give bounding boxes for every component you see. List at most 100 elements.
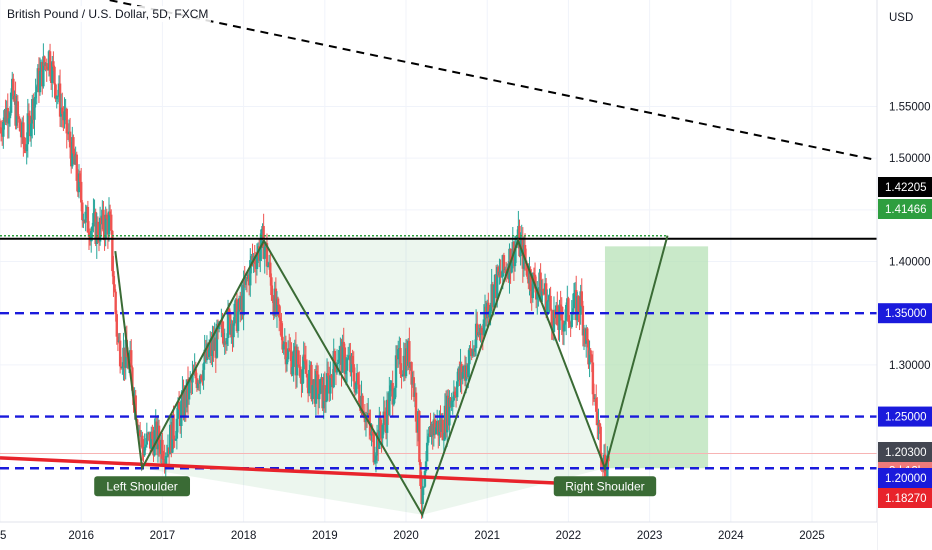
candle-body (43, 56, 46, 66)
price-badge-bg (878, 406, 932, 427)
candle-body (590, 354, 593, 363)
candle-body (401, 374, 404, 376)
candle-body (469, 348, 472, 351)
candle-body (556, 305, 559, 326)
candle-body (378, 417, 381, 449)
candle-body (111, 230, 114, 272)
candle-body (510, 263, 513, 273)
candle-body (45, 63, 48, 70)
candle-body (116, 336, 120, 342)
candle-body (77, 173, 81, 193)
candle-body (513, 248, 517, 267)
candle-body (121, 366, 124, 369)
candle-body (326, 373, 330, 376)
candle-body (75, 154, 78, 181)
candle-body (65, 108, 68, 134)
candle-body (130, 350, 133, 368)
candle-body (547, 300, 550, 302)
candle-body (310, 364, 313, 400)
candle-body (118, 340, 122, 367)
candle-body (496, 267, 499, 299)
candle-body (202, 363, 205, 381)
candle-body (151, 431, 154, 439)
candle-body (563, 320, 567, 325)
candle-body (25, 144, 28, 152)
candle-body (419, 462, 422, 487)
price-badge-bg (878, 468, 932, 488)
price-badge-text: 1.20300 (885, 447, 927, 459)
candle-body (276, 298, 280, 305)
candle-body (138, 429, 142, 436)
candle-body (29, 123, 33, 137)
candle-body (586, 328, 589, 341)
candle-body (570, 314, 573, 327)
time-axis-bg (0, 522, 877, 550)
candle-body (110, 214, 113, 231)
candle-body (177, 402, 181, 410)
candle-body (369, 424, 372, 436)
price-axis[interactable]: USD1.550001.500001.450001.400001.300001.… (876, 0, 932, 550)
candle-body (452, 391, 456, 401)
candle-body (115, 314, 118, 337)
price-badge-bg (878, 442, 932, 462)
candle-body (222, 332, 225, 345)
candle-body (325, 373, 329, 401)
candle-body (194, 368, 197, 379)
candle-body (356, 373, 360, 385)
candle-body (412, 377, 416, 397)
candle-body (78, 173, 82, 182)
candle-body (529, 269, 532, 292)
candle-body (165, 455, 169, 457)
candle-body (207, 349, 211, 358)
candle-body (589, 350, 592, 355)
candle-body (280, 321, 283, 337)
candle-body (0, 127, 3, 134)
candle-body (480, 327, 483, 334)
candle-body (319, 379, 322, 394)
candle-body (61, 107, 64, 114)
candle-body (410, 362, 413, 385)
candle-body (278, 304, 281, 318)
candle-body (373, 460, 377, 463)
candle-body (393, 387, 397, 400)
candle-body (113, 284, 116, 292)
candle-body (102, 209, 105, 232)
candle-body (487, 302, 490, 318)
candle-body (572, 293, 576, 309)
candle-body (229, 312, 232, 335)
candle-body (371, 431, 374, 435)
candle-body (531, 272, 535, 299)
support-trendline (0, 456, 626, 488)
candle-body (134, 395, 137, 420)
candle-body (17, 116, 21, 120)
candle-body (242, 280, 245, 316)
candle-body (450, 400, 453, 407)
annotation-box (94, 476, 191, 497)
candle-body (35, 86, 38, 93)
target-zone (604, 246, 709, 469)
y-tick-label: 1.30000 (889, 360, 931, 372)
candle-body (34, 92, 37, 99)
candle-body (302, 354, 305, 370)
candle-body (323, 385, 327, 402)
candle-body (284, 342, 288, 365)
candle-body (468, 348, 471, 365)
candle-body (172, 414, 175, 440)
candle-body (27, 113, 31, 116)
candle-body (473, 348, 477, 352)
price-badge-bg (878, 199, 932, 219)
candle-body (187, 380, 191, 400)
candle-body (105, 214, 108, 219)
x-tick-label: 2022 (556, 530, 582, 542)
candle-body (164, 456, 167, 464)
candle-body (303, 354, 306, 362)
time-axis[interactable]: 15 2016 2017 2018 2019 2020 2021 2022 2023 2024 20… (0, 521, 877, 550)
candle-body (577, 296, 580, 312)
candle-body (23, 143, 26, 150)
price-badge-text: 1.35000 (885, 308, 927, 320)
candle-body (383, 411, 387, 420)
pattern-zigzag (114, 235, 669, 518)
candle-body (476, 323, 479, 336)
candle-body (314, 371, 318, 404)
